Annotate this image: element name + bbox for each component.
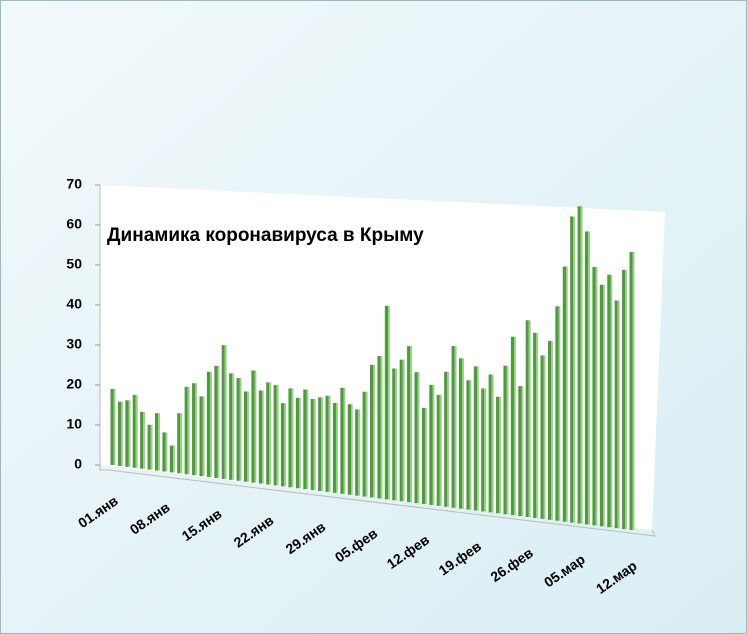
bar xyxy=(236,378,242,481)
bar xyxy=(599,284,605,527)
bar xyxy=(251,370,257,483)
bar xyxy=(206,371,212,478)
bar xyxy=(318,397,324,491)
bar xyxy=(117,401,123,466)
bar xyxy=(466,380,472,510)
bar xyxy=(221,345,227,479)
bar xyxy=(547,340,553,520)
axis-frame xyxy=(99,185,656,537)
bar xyxy=(154,413,160,471)
bar xyxy=(570,216,576,523)
bar xyxy=(243,391,249,482)
bar xyxy=(555,306,561,521)
bar xyxy=(147,424,153,470)
y-tick-label: 50 xyxy=(66,256,82,272)
bar xyxy=(622,269,628,530)
bar xyxy=(169,445,175,473)
bar xyxy=(281,403,287,487)
y-tick-label: 40 xyxy=(66,296,82,312)
bar xyxy=(162,432,168,472)
bar xyxy=(377,356,383,499)
bar xyxy=(347,404,353,495)
bar xyxy=(258,390,264,484)
bar xyxy=(303,389,309,490)
bar xyxy=(266,382,272,485)
y-tick-label: 0 xyxy=(74,456,82,472)
bar xyxy=(295,397,301,489)
bar xyxy=(325,395,331,492)
bar xyxy=(414,372,420,504)
bar xyxy=(192,383,198,476)
bar xyxy=(525,320,531,517)
y-tick-label: 20 xyxy=(66,376,82,392)
bar xyxy=(214,365,220,478)
bar xyxy=(125,400,131,467)
bar xyxy=(110,389,116,465)
bar xyxy=(288,388,294,488)
bar xyxy=(140,411,146,469)
bar xyxy=(562,266,568,522)
bar xyxy=(429,384,435,505)
bar xyxy=(540,355,546,519)
bar xyxy=(184,386,190,475)
bar xyxy=(407,346,413,503)
bar xyxy=(577,206,583,524)
bar xyxy=(132,394,138,468)
bar xyxy=(229,373,235,480)
bar xyxy=(332,403,338,493)
bar xyxy=(199,396,205,477)
bar xyxy=(481,388,487,512)
bar xyxy=(518,386,524,517)
bar xyxy=(585,231,591,525)
bar xyxy=(473,366,479,511)
bar xyxy=(607,274,613,528)
y-tick-label: 60 xyxy=(66,216,82,232)
bar xyxy=(510,336,516,516)
bar xyxy=(451,346,457,508)
bar xyxy=(496,396,502,514)
bar xyxy=(362,391,368,497)
y-tick-label: 10 xyxy=(66,416,82,432)
bar xyxy=(458,358,464,509)
bar xyxy=(370,364,375,498)
bar xyxy=(310,398,316,491)
bar xyxy=(436,394,442,506)
bar xyxy=(444,371,450,507)
bar xyxy=(503,365,509,515)
bar xyxy=(614,300,620,529)
bar xyxy=(488,374,494,513)
bar xyxy=(177,413,183,474)
chart-title: Динамика коронавируса в Крыму xyxy=(107,225,424,246)
bar xyxy=(392,368,398,501)
bar xyxy=(273,385,279,486)
bar xyxy=(533,332,539,518)
bar xyxy=(384,305,390,500)
bar xyxy=(355,409,361,496)
bar xyxy=(629,251,635,530)
bar xyxy=(399,359,405,502)
bar xyxy=(421,407,427,504)
y-tick-label: 30 xyxy=(66,336,82,352)
bar xyxy=(340,387,346,494)
bar xyxy=(592,266,598,526)
y-tick-label: 70 xyxy=(66,176,82,192)
